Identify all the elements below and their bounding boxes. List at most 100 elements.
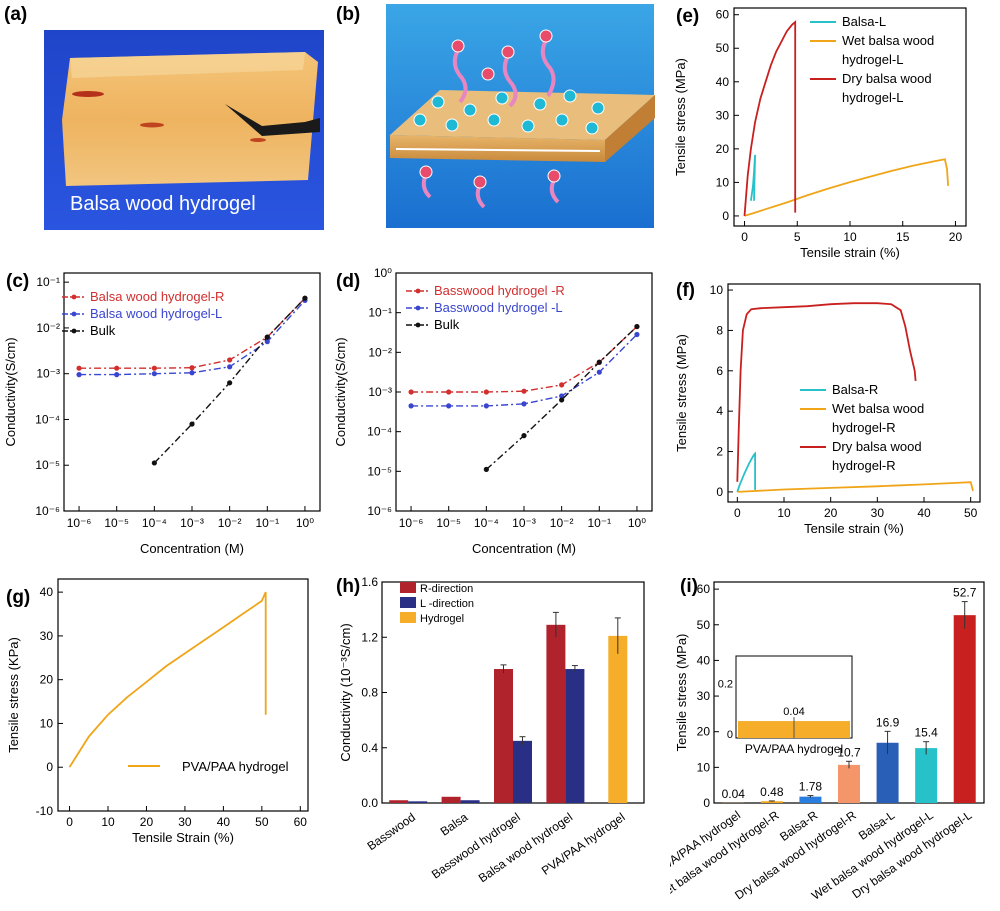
y-tick-label: 10⁻⁶	[35, 504, 60, 518]
legend-label: R-direction	[420, 583, 473, 595]
x-tick-label: 10⁻³	[512, 516, 536, 530]
series-marker	[483, 466, 489, 472]
x-axis-title: Tensile strain (%)	[800, 245, 900, 260]
chart-i: (i) 0 10 20 30 40 50 60 0.04 PVA/PAA hydrogel 0.48…	[670, 576, 985, 904]
x-tick-label: 5	[794, 230, 801, 244]
x-tick-label: 10⁻⁴	[474, 516, 499, 530]
legend-label: L -direction	[420, 598, 474, 610]
x-tick-label: 40	[217, 815, 231, 829]
y-tick-label: 10	[697, 760, 711, 774]
bar	[915, 748, 938, 803]
x-tick-label: 40	[917, 506, 931, 520]
legend-label: hydrogel-R	[832, 458, 896, 473]
panel-label: (d)	[336, 271, 360, 292]
bar	[546, 624, 566, 803]
y-tick-label: 10⁻⁴	[367, 425, 392, 439]
y-tick-label: 0.8	[361, 686, 378, 700]
series-marker	[446, 403, 452, 409]
chart-f: (f) 0 10 20 30 40 50 0 2 4 6 8 10 Tensile strain (%) T…	[674, 280, 981, 536]
panel-label: (i)	[680, 576, 698, 597]
value-label: 0.48	[760, 785, 784, 799]
series-marker	[483, 403, 489, 409]
y-tick-label: 10⁻¹	[36, 275, 60, 289]
y-tick-label: 50	[697, 618, 711, 632]
x-tick-label: Basswood hydrogel	[429, 810, 523, 882]
series-marker	[596, 359, 602, 365]
series-line	[736, 302, 917, 482]
x-tick-label: 20	[140, 815, 154, 829]
y-tick-label: 60	[697, 582, 711, 596]
y-axis-title: Tensile stress (MPa)	[673, 58, 688, 176]
bar	[876, 742, 899, 803]
x-tick-label: 15	[896, 230, 910, 244]
series-marker	[483, 389, 489, 395]
y-axis-title: Tensile stress (MPa)	[674, 334, 689, 452]
series-line	[736, 451, 756, 493]
y-tick-label: 0.0	[361, 796, 378, 810]
y-axis-title: Conductivity(S/cm)	[3, 337, 18, 446]
value-label: 16.9	[876, 715, 900, 729]
y-tick-label: 2	[716, 445, 723, 459]
legend-label: Basswood hydrogel -R	[434, 283, 565, 298]
series-marker	[189, 421, 195, 427]
y-tick-label: 40	[697, 653, 711, 667]
x-tick-label: Balsa wood hydrogel	[476, 810, 575, 885]
x-tick-label: 10⁻²	[218, 516, 242, 530]
x-tick-label: 10⁻²	[550, 516, 574, 530]
legend-label: Wet balsa wood	[832, 401, 924, 416]
inset-y-tick-label: 0.2	[718, 678, 733, 690]
series-line	[744, 158, 949, 217]
panel-label: (f)	[676, 280, 695, 301]
bar	[565, 669, 585, 803]
x-tick-label: 60	[294, 815, 308, 829]
photo-a: (a) Balsa wood hydrogel	[4, 4, 324, 230]
x-tick-label: 0	[734, 506, 741, 520]
series-marker	[227, 380, 233, 386]
y-tick-label: 20	[40, 673, 54, 687]
bar	[608, 635, 628, 803]
y-tick-label: 1.6	[361, 575, 378, 589]
series-marker	[408, 389, 414, 395]
series-marker	[189, 365, 195, 371]
y-tick-label: 6	[716, 364, 723, 378]
legend-label: Dry balsa wood	[842, 71, 932, 86]
bar	[460, 800, 480, 803]
y-tick-label: 10⁻⁶	[367, 504, 392, 518]
x-tick-label: 50	[964, 506, 978, 520]
bar	[408, 801, 428, 803]
y-tick-label: 20	[716, 142, 730, 156]
y-tick-label: 4	[716, 404, 723, 418]
y-tick-label: 10⁰	[374, 266, 392, 280]
bar	[953, 615, 976, 803]
plot-frame	[57, 578, 309, 812]
series-marker	[76, 372, 82, 378]
bar	[389, 800, 409, 803]
y-tick-label: 10⁻⁵	[367, 464, 392, 478]
x-tick-label: 10⁻⁶	[399, 516, 424, 530]
series-marker	[446, 389, 452, 395]
y-tick-label: 30	[697, 689, 711, 703]
x-tick-label: 10⁰	[296, 516, 314, 530]
x-tick-label: 10⁻⁶	[67, 516, 92, 530]
panel-label: (b)	[336, 4, 360, 25]
value-label: 1.78	[799, 780, 823, 794]
x-tick-label: 10	[843, 230, 857, 244]
inset-x-label: PVA/PAA hydrogel	[745, 742, 843, 756]
x-tick-label: 10⁻⁴	[142, 516, 167, 530]
series-marker	[559, 382, 565, 388]
x-tick-label: 50	[255, 815, 269, 829]
value-label: 15.4	[914, 726, 938, 740]
value-label: 10.7	[837, 745, 861, 759]
y-tick-label: 1.2	[361, 630, 378, 644]
legend-marker	[71, 311, 77, 317]
series-marker	[189, 370, 195, 376]
series-marker	[302, 295, 308, 301]
legend-label: Hydrogel	[420, 613, 464, 625]
chart-c: (c) 10⁻⁶ 10⁻⁵ 10⁻⁴ 10⁻³ 10⁻² 10⁻¹ 10⁰ 10⁻⁶ 10⁻⁵ 10…	[3, 271, 321, 556]
panel-label: (g)	[6, 587, 30, 608]
legend-label: Balsa-R	[832, 382, 878, 397]
series-marker	[634, 331, 640, 338]
series-marker	[521, 401, 527, 407]
bar	[441, 796, 461, 803]
